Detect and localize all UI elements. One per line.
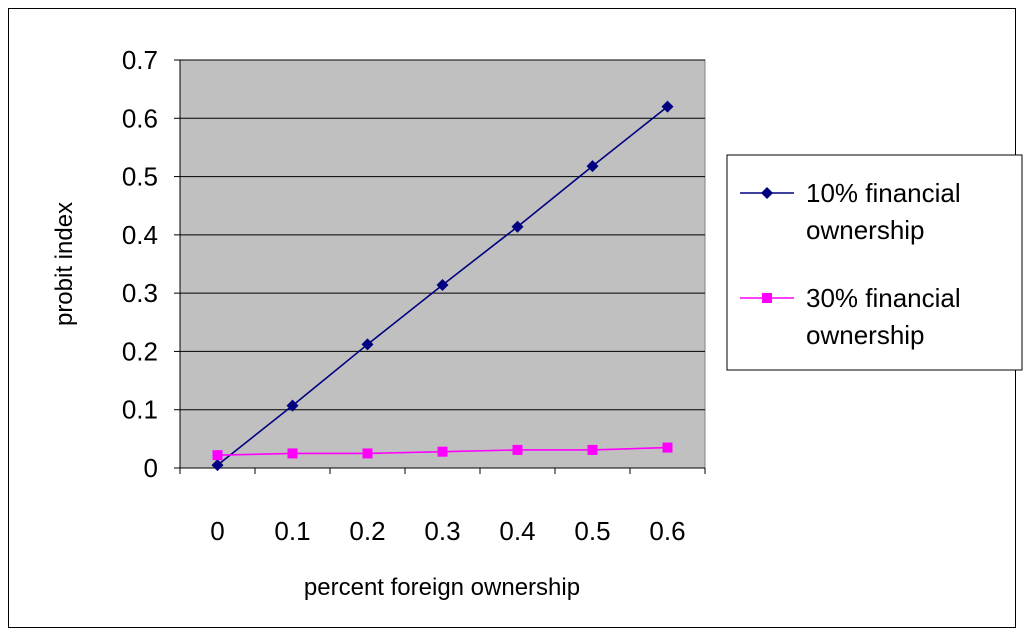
data-point: [361, 338, 374, 351]
y-tick-label: 0.3: [122, 278, 158, 308]
series-2: [212, 442, 673, 461]
axes: [179, 60, 706, 474]
x-axis-title: percent foreign ownership: [304, 574, 580, 601]
x-tick-labels: 0 0.1 0.2 0.3 0.4 0.5 0.6: [210, 516, 685, 546]
data-point: [212, 450, 223, 461]
data-point: [512, 444, 523, 455]
x-tick-label: 0.3: [424, 516, 460, 546]
data-point: [511, 220, 524, 233]
y-tick-labels: 0 0.1 0.2 0.3 0.4 0.5 0.6 0.7: [122, 45, 158, 483]
legend-entry-2: 30% financial ownership: [740, 283, 961, 350]
y-tick-label: 0.1: [122, 395, 158, 425]
data-point: [362, 448, 373, 459]
data-point: [587, 444, 598, 455]
data-point: [287, 448, 298, 459]
y-tick-label: 0.4: [122, 220, 158, 250]
data-point: [436, 278, 449, 291]
y-tick-label: 0.6: [122, 103, 158, 133]
legend-entry-1: 10% financial ownership: [740, 178, 961, 245]
legend-swatch-marker: [761, 187, 773, 199]
legend-label: 10% financial ownership: [806, 178, 961, 245]
data-point: [661, 100, 674, 113]
x-tick-label: 0.5: [574, 516, 610, 546]
y-tick-label: 0.5: [122, 162, 158, 192]
x-tick-label: 0.6: [649, 516, 685, 546]
y-tick-label: 0.7: [122, 45, 158, 75]
x-tick-label: 0.2: [349, 516, 385, 546]
legend-box: [726, 154, 1023, 371]
x-tick-label: 0.1: [274, 516, 310, 546]
y-tick-label: 0: [144, 453, 158, 483]
legend-swatch-marker: [762, 293, 772, 303]
x-tick-label: 0.4: [499, 516, 535, 546]
y-tick-label: 0.2: [122, 336, 158, 366]
data-point: [586, 160, 599, 173]
data-point: [437, 446, 448, 457]
data-point: [211, 459, 224, 472]
gridlines: [174, 59, 705, 469]
data-point: [662, 442, 673, 453]
series-group: [211, 100, 674, 472]
legend: 10% financial ownership 30% financial owner…: [726, 154, 1023, 371]
series-1: [211, 100, 674, 472]
y-axis-title: probit index: [51, 202, 78, 326]
data-point: [286, 399, 299, 412]
x-tick-label: 0: [210, 516, 224, 546]
plot-area: [179, 59, 706, 469]
legend-label: 30% financial ownership: [806, 283, 961, 350]
